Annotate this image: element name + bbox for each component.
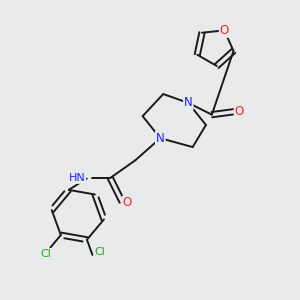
Text: O: O bbox=[123, 196, 132, 209]
Text: O: O bbox=[220, 24, 229, 37]
Text: Cl: Cl bbox=[40, 249, 51, 259]
Text: N: N bbox=[156, 132, 165, 145]
Text: Cl: Cl bbox=[94, 247, 105, 257]
Text: N: N bbox=[184, 96, 193, 110]
Text: HN: HN bbox=[68, 173, 85, 183]
Text: O: O bbox=[235, 105, 244, 118]
